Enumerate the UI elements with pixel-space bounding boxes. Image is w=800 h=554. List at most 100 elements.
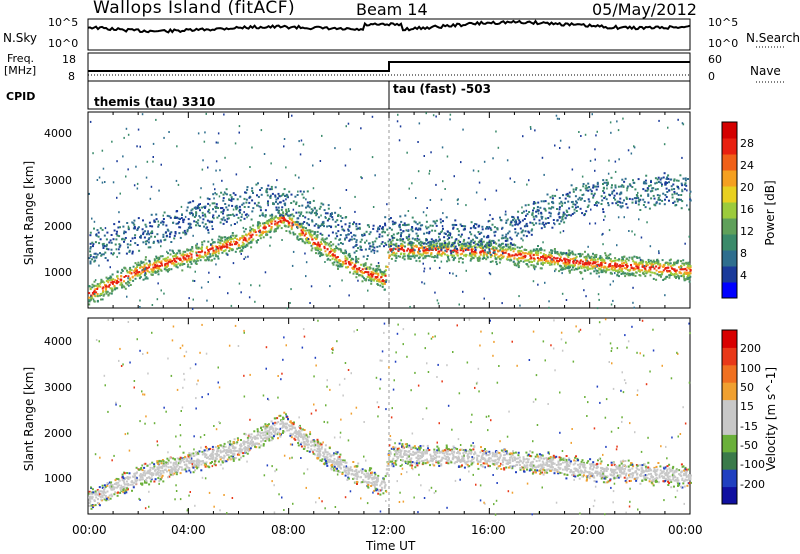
echo-cell (567, 200, 570, 203)
echo-cell (230, 224, 232, 227)
echo-cell (339, 234, 342, 236)
echo-cell (91, 283, 94, 286)
echo-cell (654, 261, 657, 264)
echo-cell (407, 230, 410, 232)
echo-cell (219, 242, 222, 245)
echo-cell (220, 245, 223, 248)
echo-cell (273, 424, 276, 427)
echo-cell (299, 213, 302, 216)
echo-cell (355, 222, 358, 225)
echo-cell (377, 226, 380, 229)
echo-cell (230, 235, 232, 238)
echo-cell (539, 267, 542, 270)
echo-cell (365, 279, 367, 282)
echo-cell (611, 265, 614, 268)
echo-cell (186, 265, 189, 268)
echo-cell (157, 273, 160, 276)
echo-cell (287, 225, 290, 228)
echo-cell (369, 267, 372, 270)
echo-cell (163, 211, 166, 214)
echo-cell (102, 286, 105, 289)
echo-cell (632, 179, 634, 182)
echo-cell (347, 253, 350, 256)
echo-cell (391, 220, 394, 223)
echo-cell (267, 184, 270, 187)
echo-cell (632, 272, 635, 275)
echo-cell (590, 208, 592, 211)
echo-cell (526, 252, 529, 255)
echo-cell (689, 266, 692, 269)
echo-cell (613, 463, 616, 466)
echo-cell (320, 223, 323, 226)
echo-cell (519, 464, 521, 467)
echo-cell (629, 468, 632, 471)
echo-cell (344, 249, 347, 252)
echo-cell (355, 239, 358, 242)
echo-cell (204, 213, 206, 216)
echo-cell (229, 243, 232, 246)
echo-cell (666, 191, 669, 193)
echo-cell (491, 223, 494, 226)
echo-cell (587, 189, 590, 192)
echo-cell (365, 239, 368, 242)
echo-cell (278, 209, 280, 212)
echo-cell (607, 182, 609, 185)
echo-cell (469, 259, 472, 262)
echo-cell (497, 249, 499, 252)
echo-cell (367, 273, 370, 276)
echo-cell (408, 255, 411, 258)
echo-cell (435, 238, 438, 241)
echo-cell (285, 198, 287, 201)
echo-cell (234, 193, 237, 196)
echo-cell (469, 243, 472, 246)
echo-cell (414, 254, 417, 257)
echo-cell (296, 226, 298, 228)
echo-cell (440, 248, 443, 251)
echo-cell (145, 243, 148, 246)
echo-cell (402, 230, 405, 233)
echo-cell (399, 125, 402, 128)
echo-cell (324, 238, 327, 241)
echo-cell (314, 248, 317, 251)
echo-cell (311, 209, 314, 212)
echo-cell (552, 206, 555, 209)
echo-cell (206, 256, 209, 259)
echo-cell (597, 271, 600, 274)
echo-cell (225, 188, 228, 191)
echo-cell (223, 241, 226, 243)
echo-cell (487, 246, 490, 249)
echo-cell (602, 269, 605, 272)
echo-cell (683, 262, 686, 265)
echo-cell (664, 294, 666, 297)
echo-cell (222, 216, 225, 219)
echo-cell (161, 220, 164, 223)
echo-cell (186, 228, 189, 231)
echo-cell (174, 215, 177, 218)
echo-cell (658, 252, 660, 255)
echo-cell (377, 228, 379, 230)
echo-cell (187, 258, 190, 261)
echo-cell (160, 289, 162, 292)
echo-cell (444, 233, 447, 235)
echo-cell (370, 263, 373, 266)
echo-cell (682, 259, 685, 262)
echo-cell (547, 260, 550, 263)
echo-cell (189, 212, 191, 215)
echo-cell (512, 219, 514, 222)
echo-cell (616, 263, 619, 266)
echo-cell (569, 266, 572, 269)
echo-cell (343, 229, 346, 232)
echo-cell (281, 220, 284, 223)
echo-cell (616, 471, 618, 474)
echo-cell (139, 306, 141, 308)
echo-cell (376, 278, 379, 281)
echo-cell (397, 255, 400, 258)
echo-cell (288, 190, 291, 193)
echo-cell (224, 236, 227, 239)
echo-cell (457, 242, 460, 245)
echo-cell (507, 232, 510, 235)
echo-cell (252, 224, 255, 227)
echo-cell (190, 258, 193, 261)
echo-cell (627, 274, 630, 277)
echo-cell (612, 266, 615, 269)
